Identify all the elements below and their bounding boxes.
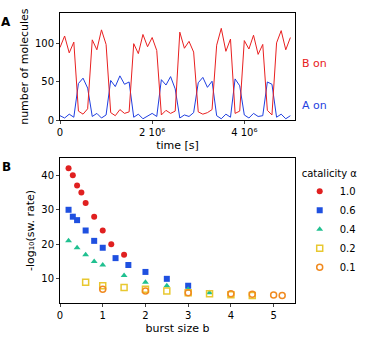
svg-text:B on: B on <box>302 57 327 70</box>
svg-text:40: 40 <box>41 170 54 181</box>
svg-text:A: A <box>1 15 11 29</box>
svg-text:2: 2 <box>142 310 148 321</box>
svg-text:10: 10 <box>41 273 54 284</box>
svg-text:0.1: 0.1 <box>340 262 356 273</box>
svg-text:1.0: 1.0 <box>340 186 356 197</box>
svg-text:5: 5 <box>270 310 276 321</box>
svg-text:30: 30 <box>41 204 54 215</box>
svg-text:50: 50 <box>41 76 54 87</box>
svg-text:1: 1 <box>100 310 106 321</box>
svg-text:0: 0 <box>57 127 63 138</box>
svg-text:B: B <box>2 160 11 174</box>
svg-text:number of molecules: number of molecules <box>18 8 31 125</box>
svg-text:4: 4 <box>228 310 234 321</box>
svg-text:0.6: 0.6 <box>340 205 356 216</box>
svg-text:A on: A on <box>302 99 327 112</box>
svg-text:catalicity α: catalicity α <box>302 168 358 179</box>
svg-text:2 10⁶: 2 10⁶ <box>139 127 165 138</box>
svg-text:burst size b: burst size b <box>146 322 210 335</box>
svg-text:100: 100 <box>35 38 54 49</box>
svg-text:-log₁₀(sw. rate): -log₁₀(sw. rate) <box>24 190 37 271</box>
svg-text:time [s]: time [s] <box>156 139 199 152</box>
svg-text:0.4: 0.4 <box>340 224 356 235</box>
svg-text:20: 20 <box>41 239 54 250</box>
svg-text:3: 3 <box>185 310 191 321</box>
svg-text:4 10⁶: 4 10⁶ <box>231 127 257 138</box>
svg-text:0.2: 0.2 <box>340 243 356 254</box>
svg-text:0: 0 <box>48 115 54 126</box>
svg-text:0: 0 <box>57 310 63 321</box>
